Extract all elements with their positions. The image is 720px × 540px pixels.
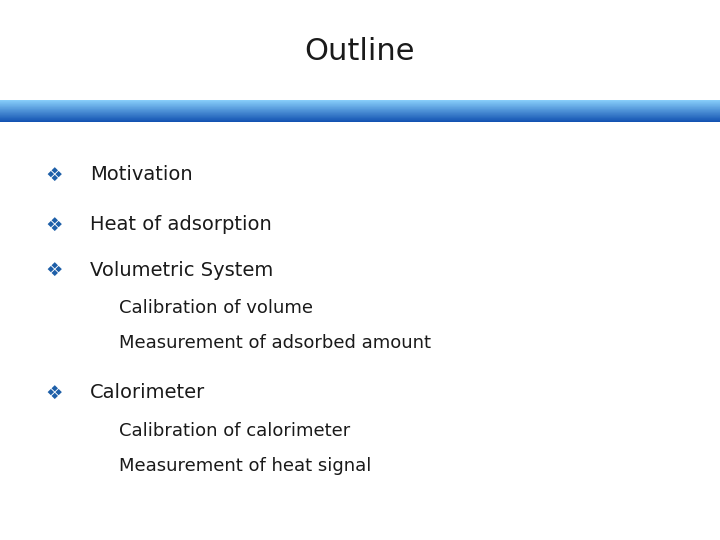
Text: ❖: ❖ xyxy=(45,383,63,402)
Text: ❖: ❖ xyxy=(45,215,63,234)
Text: Measurement of heat signal: Measurement of heat signal xyxy=(119,457,372,475)
Text: ❖: ❖ xyxy=(45,260,63,280)
Text: Outline: Outline xyxy=(305,37,415,66)
Text: Calibration of volume: Calibration of volume xyxy=(119,299,312,317)
Text: Calorimeter: Calorimeter xyxy=(90,383,205,402)
Text: Motivation: Motivation xyxy=(90,165,193,185)
Text: Heat of adsorption: Heat of adsorption xyxy=(90,215,271,234)
Text: ❖: ❖ xyxy=(45,165,63,185)
Text: Calibration of calorimeter: Calibration of calorimeter xyxy=(119,422,350,440)
Text: Measurement of adsorbed amount: Measurement of adsorbed amount xyxy=(119,334,431,352)
Text: Volumetric System: Volumetric System xyxy=(90,260,274,280)
